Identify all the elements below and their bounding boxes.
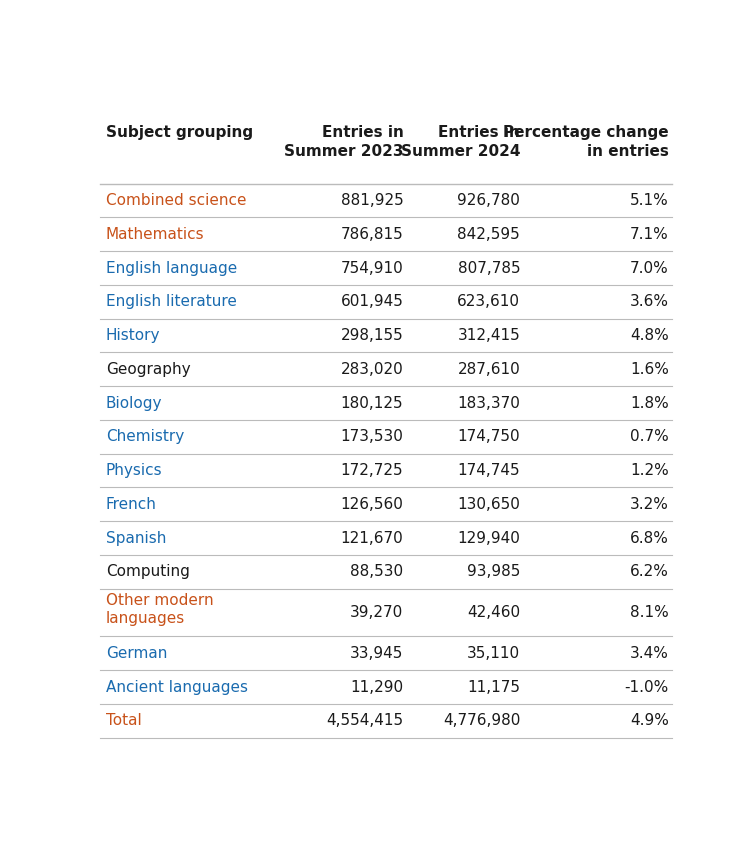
Text: 6.8%: 6.8% bbox=[630, 530, 669, 545]
Text: 3.4%: 3.4% bbox=[630, 646, 669, 661]
Text: Biology: Biology bbox=[105, 396, 163, 410]
Text: 3.6%: 3.6% bbox=[630, 294, 669, 309]
Text: 1.2%: 1.2% bbox=[630, 463, 669, 478]
Text: Subject grouping: Subject grouping bbox=[105, 125, 253, 140]
Text: 4.8%: 4.8% bbox=[630, 328, 669, 343]
Text: 33,945: 33,945 bbox=[350, 646, 404, 661]
Text: 121,670: 121,670 bbox=[340, 530, 404, 545]
Text: 6.2%: 6.2% bbox=[630, 564, 669, 580]
Text: 88,530: 88,530 bbox=[350, 564, 404, 580]
Text: Combined science: Combined science bbox=[105, 193, 246, 208]
Text: 926,780: 926,780 bbox=[457, 193, 520, 208]
Text: 11,290: 11,290 bbox=[350, 680, 404, 694]
Text: 183,370: 183,370 bbox=[457, 396, 520, 410]
Text: 298,155: 298,155 bbox=[340, 328, 404, 343]
Text: 4,776,980: 4,776,980 bbox=[443, 713, 520, 728]
Text: Ancient languages: Ancient languages bbox=[105, 680, 248, 694]
Text: 174,745: 174,745 bbox=[458, 463, 520, 478]
Text: 39,270: 39,270 bbox=[350, 605, 404, 620]
Text: 4.9%: 4.9% bbox=[630, 713, 669, 728]
Text: 7.1%: 7.1% bbox=[630, 226, 669, 242]
Text: 180,125: 180,125 bbox=[341, 396, 404, 410]
Text: Computing: Computing bbox=[105, 564, 190, 580]
Text: Geography: Geography bbox=[105, 362, 191, 377]
Text: Entries in
Summer 2023: Entries in Summer 2023 bbox=[284, 125, 404, 159]
Text: Physics: Physics bbox=[105, 463, 163, 478]
Text: 3.2%: 3.2% bbox=[630, 497, 669, 511]
Text: 130,650: 130,650 bbox=[457, 497, 520, 511]
Text: Chemistry: Chemistry bbox=[105, 429, 184, 444]
Text: 1.8%: 1.8% bbox=[630, 396, 669, 410]
Text: -1.0%: -1.0% bbox=[625, 680, 669, 694]
Text: Total: Total bbox=[105, 713, 142, 728]
Text: 93,985: 93,985 bbox=[467, 564, 520, 580]
Text: 129,940: 129,940 bbox=[457, 530, 520, 545]
Text: 42,460: 42,460 bbox=[467, 605, 520, 620]
Text: History: History bbox=[105, 328, 160, 343]
Text: 7.0%: 7.0% bbox=[630, 260, 669, 276]
Text: English language: English language bbox=[105, 260, 237, 276]
Text: Spanish: Spanish bbox=[105, 530, 166, 545]
Text: German: German bbox=[105, 646, 167, 661]
Text: Other modern
languages: Other modern languages bbox=[105, 592, 213, 626]
Text: 8.1%: 8.1% bbox=[630, 605, 669, 620]
Text: 5.1%: 5.1% bbox=[630, 193, 669, 208]
Text: 35,110: 35,110 bbox=[467, 646, 520, 661]
Text: 807,785: 807,785 bbox=[458, 260, 520, 276]
Text: 754,910: 754,910 bbox=[340, 260, 404, 276]
Text: 881,925: 881,925 bbox=[340, 193, 404, 208]
Text: 283,020: 283,020 bbox=[340, 362, 404, 377]
Text: 786,815: 786,815 bbox=[340, 226, 404, 242]
Text: 4,554,415: 4,554,415 bbox=[326, 713, 404, 728]
Text: English literature: English literature bbox=[105, 294, 236, 309]
Text: 1.6%: 1.6% bbox=[630, 362, 669, 377]
Text: Percentage change
in entries: Percentage change in entries bbox=[503, 125, 669, 159]
Text: 11,175: 11,175 bbox=[467, 680, 520, 694]
Text: 842,595: 842,595 bbox=[457, 226, 520, 242]
Text: 172,725: 172,725 bbox=[341, 463, 404, 478]
Text: Mathematics: Mathematics bbox=[105, 226, 204, 242]
Text: 623,610: 623,610 bbox=[457, 294, 520, 309]
Text: 174,750: 174,750 bbox=[458, 429, 520, 444]
Text: 0.7%: 0.7% bbox=[630, 429, 669, 444]
Text: 126,560: 126,560 bbox=[340, 497, 404, 511]
Text: 601,945: 601,945 bbox=[340, 294, 404, 309]
Text: French: French bbox=[105, 497, 157, 511]
Text: 312,415: 312,415 bbox=[457, 328, 520, 343]
Text: 287,610: 287,610 bbox=[457, 362, 520, 377]
Text: Entries in
Summer 2024: Entries in Summer 2024 bbox=[401, 125, 520, 159]
Text: 173,530: 173,530 bbox=[340, 429, 404, 444]
